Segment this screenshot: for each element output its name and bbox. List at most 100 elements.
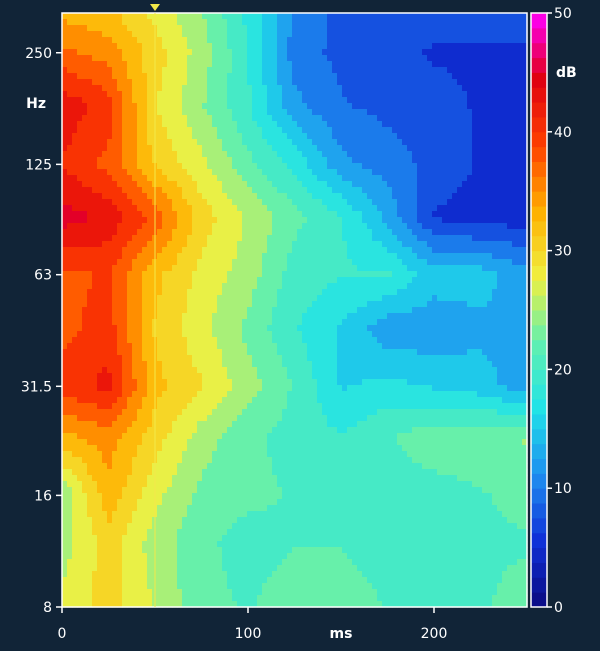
- heatmap-cell: [367, 247, 373, 254]
- heatmap-cell: [402, 121, 408, 128]
- heatmap-cell: [327, 61, 333, 68]
- heatmap-cell: [357, 169, 363, 176]
- heatmap-cell: [397, 25, 403, 32]
- heatmap-cell: [392, 43, 398, 50]
- heatmap-cell: [227, 247, 233, 254]
- heatmap-cell: [322, 37, 328, 44]
- heatmap-cell: [372, 247, 378, 254]
- heatmap-cell: [187, 253, 193, 260]
- heatmap-cell: [297, 175, 303, 182]
- heatmap-cell: [97, 43, 103, 50]
- heatmap-cell: [202, 169, 208, 176]
- heatmap-cell: [102, 211, 108, 218]
- heatmap-cell: [357, 61, 363, 68]
- heatmap-cell: [107, 193, 113, 200]
- heatmap-cell: [97, 235, 103, 242]
- heatmap-cell: [137, 67, 143, 74]
- heatmap-cell: [147, 247, 153, 254]
- heatmap-cell: [307, 163, 313, 170]
- heatmap-cell: [467, 181, 473, 188]
- heatmap-cell: [232, 319, 238, 326]
- heatmap-cell: [347, 31, 353, 38]
- heatmap-cell: [372, 61, 378, 68]
- heatmap-cell: [417, 67, 423, 74]
- heatmap-cell: [522, 103, 528, 110]
- heatmap-cell: [157, 91, 163, 98]
- heatmap-cell: [402, 193, 408, 200]
- heatmap-cell: [232, 31, 238, 38]
- heatmap-cell: [362, 121, 368, 128]
- heatmap-cell: [97, 55, 103, 62]
- heatmap-cell: [192, 85, 198, 92]
- heatmap-cell: [297, 223, 303, 230]
- heatmap-cell: [497, 271, 503, 278]
- heatmap-cell: [237, 55, 243, 62]
- heatmap-cell: [297, 115, 303, 122]
- heatmap-cell: [342, 49, 348, 56]
- heatmap-cell: [312, 175, 318, 182]
- heatmap-cell: [267, 271, 273, 278]
- heatmap-cell: [92, 73, 98, 80]
- heatmap-cell: [407, 13, 413, 20]
- heatmap-cell: [122, 307, 128, 314]
- heatmap-cell: [467, 277, 473, 284]
- heatmap-cell: [217, 235, 223, 242]
- heatmap-cell: [417, 91, 423, 98]
- heatmap-cell: [107, 205, 113, 212]
- heatmap-cell: [62, 265, 68, 272]
- heatmap-cell: [87, 199, 93, 206]
- heatmap-cell: [212, 271, 218, 278]
- heatmap-cell: [377, 265, 383, 272]
- heatmap-cell: [192, 61, 198, 68]
- heatmap-cell: [452, 175, 458, 182]
- heatmap-cell: [372, 217, 378, 224]
- heatmap-cell: [522, 277, 528, 284]
- heatmap-cell: [82, 25, 88, 32]
- heatmap-cell: [302, 307, 308, 314]
- heatmap-cell: [462, 205, 468, 212]
- heatmap-cell: [82, 205, 88, 212]
- heatmap-cell: [402, 229, 408, 236]
- heatmap-cell: [232, 259, 238, 266]
- heatmap-cell: [487, 319, 493, 326]
- heatmap-cell: [222, 265, 228, 272]
- heatmap-cell: [332, 247, 338, 254]
- heatmap-cell: [187, 247, 193, 254]
- heatmap-cell: [512, 325, 518, 332]
- heatmap-cell: [67, 121, 73, 128]
- heatmap-cell: [237, 115, 243, 122]
- heatmap-cell: [512, 205, 518, 212]
- heatmap-cell: [467, 199, 473, 206]
- heatmap-cell: [437, 115, 443, 122]
- heatmap-cell: [237, 169, 243, 176]
- heatmap-cell: [72, 97, 78, 104]
- heatmap-cell: [432, 247, 438, 254]
- heatmap-cell: [332, 109, 338, 116]
- heatmap-cell: [472, 229, 478, 236]
- heatmap-cell: [492, 91, 498, 98]
- heatmap-cell: [307, 19, 313, 26]
- heatmap-cell: [442, 265, 448, 272]
- heatmap-cell: [212, 133, 218, 140]
- heatmap-cell: [72, 175, 78, 182]
- heatmap-cell: [362, 289, 368, 296]
- heatmap-cell: [397, 205, 403, 212]
- heatmap-cell: [132, 235, 138, 242]
- heatmap-cell: [347, 169, 353, 176]
- heatmap-cell: [77, 265, 83, 272]
- heatmap-cell: [487, 121, 493, 128]
- heatmap-cell: [267, 331, 273, 338]
- heatmap-cell: [367, 49, 373, 56]
- heatmap-cell: [452, 223, 458, 230]
- heatmap-cell: [462, 103, 468, 110]
- heatmap-cell: [517, 49, 523, 56]
- heatmap-cell: [292, 205, 298, 212]
- heatmap-cell: [92, 205, 98, 212]
- heatmap-cell: [317, 97, 323, 104]
- heatmap-cell: [172, 31, 178, 38]
- heatmap-cell: [117, 97, 123, 104]
- heatmap-cell: [137, 151, 143, 158]
- heatmap-cell: [507, 283, 513, 290]
- heatmap-cell: [507, 319, 513, 326]
- heatmap-cell: [437, 157, 443, 164]
